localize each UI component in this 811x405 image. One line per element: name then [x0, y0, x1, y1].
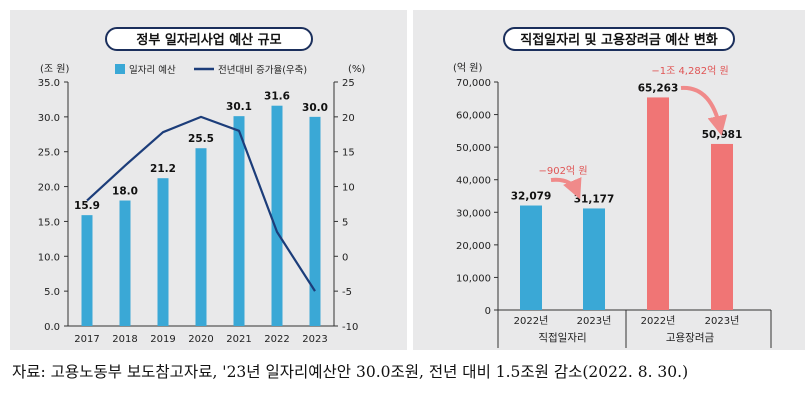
right-axis-unit: (%)	[348, 64, 365, 75]
y-tick-label: 0	[485, 306, 491, 317]
budget-bar-label: 18.0	[112, 186, 138, 198]
left-tick-label: 10.0	[38, 252, 60, 263]
budget-bar	[271, 105, 283, 327]
year-tick-label: 2022년	[514, 315, 549, 327]
budget-bar	[81, 215, 93, 326]
y-tick-label: 30,000	[456, 208, 491, 219]
right-tick-label: -5	[342, 287, 352, 298]
left-tick-label: 0.0	[44, 322, 60, 333]
right-chart-panel: 직접일자리 및 고용장려금 예산 변화 (억 원) 0 10,000 20,000 30…	[413, 10, 805, 350]
year-tick-label: 2023년	[705, 315, 740, 327]
budget-bar	[647, 97, 669, 311]
left-axis-unit: (조 원)	[40, 63, 69, 75]
right-tick-label: 10	[342, 183, 355, 194]
source-note: 자료: 고용노동부 보도참고자료, '23년 일자리예산안 30.0조원, 전년…	[12, 363, 689, 381]
y-tick-label: 70,000	[456, 78, 491, 89]
budget-bar	[157, 178, 169, 326]
right-chart-title: 직접일자리 및 고용장려금 예산 변화	[503, 27, 735, 51]
budget-bar-label: 15.9	[74, 200, 100, 212]
year-tick-label: 2017	[74, 334, 99, 345]
y-tick-label: 10,000	[456, 273, 491, 284]
budget-scale-chart: 0.0 5.0 10.0 15.0 20.0 25.0 30.0 35.0 -10 -5 0 5 10 1…	[38, 63, 366, 345]
y-tick-label: 20,000	[456, 241, 491, 252]
left-chart-title: 정부 일자리사업 예산 규모	[105, 27, 313, 51]
left-tick-label: 5.0	[44, 287, 60, 298]
decrease-annotation: −1조 4,282억 원	[651, 65, 728, 77]
y-tick-label: 50,000	[456, 143, 491, 154]
y-tick-label: 60,000	[456, 111, 491, 122]
legend-line-label: 전년대비 증가율(우축)	[218, 65, 307, 76]
budget-bar	[711, 143, 733, 310]
budget-bar	[119, 200, 131, 326]
decrease-annotation: −902억 원	[538, 165, 587, 177]
right-tick-label: -10	[342, 322, 358, 333]
right-tick-label: 20	[342, 113, 355, 124]
y-tick-label: 40,000	[456, 176, 491, 187]
budget-bar-label: 50,981	[702, 129, 743, 141]
year-tick-label: 2022	[264, 334, 289, 345]
left-tick-label: 35.0	[38, 78, 60, 89]
group-label: 직접일자리	[538, 331, 586, 344]
year-tick-label: 2023년	[577, 315, 612, 327]
budget-bar-label: 21.2	[150, 163, 176, 175]
budget-bar-label: 25.5	[188, 133, 214, 145]
left-tick-label: 25.0	[38, 148, 60, 159]
budget-bar-label: 30.0	[302, 102, 328, 114]
right-tick-label: 25	[342, 78, 355, 89]
budget-bar-label: 30.1	[226, 101, 252, 113]
year-tick-label: 2023	[302, 334, 327, 345]
legend-bar-label: 일자리 예산	[129, 65, 176, 76]
direct-jobs-subsidy-chart: (억 원) 0 10,000 20,000 30,000 40,000 50,000 60,0…	[453, 62, 772, 348]
budget-bar	[520, 205, 542, 310]
right-tick-label: 15	[342, 148, 355, 159]
decrease-arrow	[680, 85, 728, 136]
budget-bar	[583, 208, 605, 310]
legend-bar-swatch	[115, 64, 125, 74]
year-tick-label: 2020	[188, 334, 213, 345]
decrease-arrow	[550, 177, 582, 200]
growth-rate-line	[86, 115, 316, 292]
budget-bar-label: 32,079	[511, 191, 552, 203]
y-axis-unit: (억 원)	[453, 62, 482, 74]
year-tick-label: 2021	[226, 334, 251, 345]
budget-bar	[233, 116, 245, 326]
budget-bar-label: 31,177	[574, 193, 615, 205]
right-tick-label: 5	[342, 217, 348, 228]
group-label: 고용장려금	[666, 332, 715, 344]
budget-bar	[195, 148, 207, 326]
right-tick-label: 0	[342, 252, 348, 263]
budget-bar	[309, 116, 321, 326]
year-tick-label: 2018	[112, 334, 137, 345]
budget-bar-label: 31.6	[264, 91, 290, 103]
left-tick-label: 20.0	[38, 183, 60, 194]
year-tick-label: 2019	[150, 334, 175, 345]
year-tick-label: 2022년	[641, 315, 676, 327]
left-chart-panel: 정부 일자리사업 예산 규모 0.0 5.0 10.0 15.0 20.0 25.0 30.…	[10, 10, 407, 350]
left-tick-label: 15.0	[38, 217, 60, 228]
left-tick-label: 30.0	[38, 113, 60, 124]
budget-bar-label: 65,263	[638, 82, 679, 94]
